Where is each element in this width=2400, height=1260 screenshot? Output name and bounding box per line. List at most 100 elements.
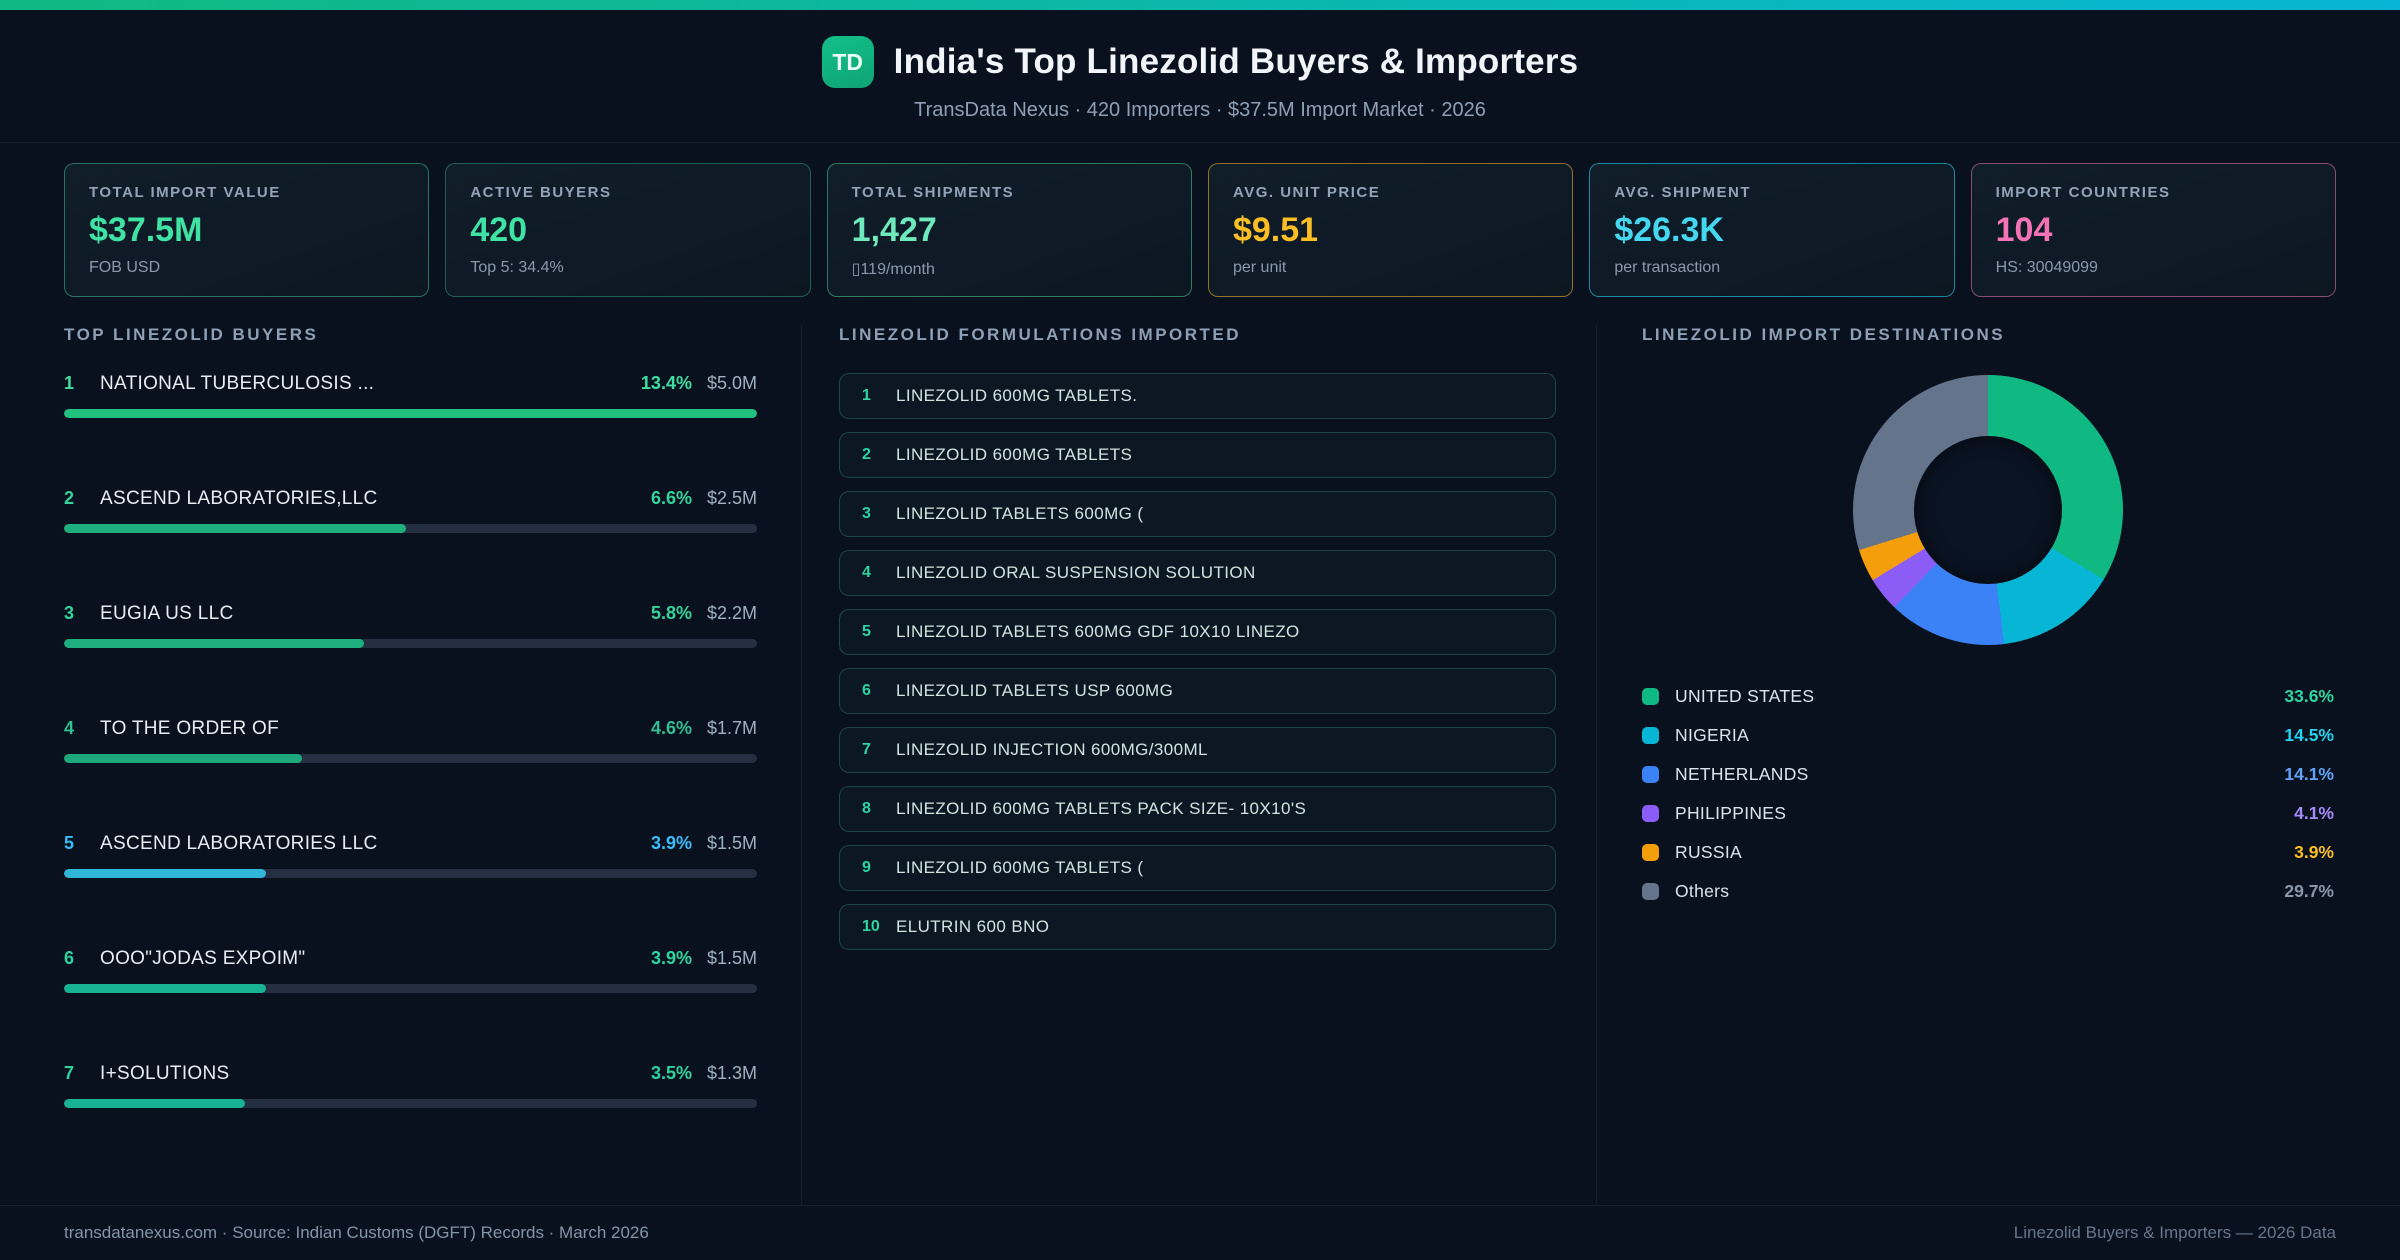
buyer-value: $2.5M <box>706 488 757 508</box>
brand-logo-badge: TD <box>821 36 874 88</box>
stat-label: TOTAL SHIPMENTS <box>851 184 1015 201</box>
donut-hole <box>1914 436 2062 584</box>
formulation-number: 8 <box>862 800 871 817</box>
formulation-pill: 4 LINEZOLID ORAL SUSPENSION SOLUTION <box>839 550 1556 596</box>
buyer-percent: 5.8% <box>650 603 692 623</box>
buyer-percent: 4.6% <box>650 718 692 738</box>
buyers-list: 1 NATIONAL TUBERCULOSIS ... 13.4% $5.0M … <box>64 373 757 1108</box>
formulation-pill: 3 LINEZOLID TABLETS 600MG ( <box>839 491 1556 537</box>
buyer-rank: 6 <box>64 948 75 968</box>
formulation-name: LINEZOLID TABLETS 600MG ( <box>896 504 1144 523</box>
destinations-section: LINEZOLID IMPORT DESTINATIONS UNITED STA… <box>1597 325 2400 1205</box>
stat-card: ACTIVE BUYERS 420 Top 5: 34.4% <box>445 163 811 297</box>
stat-value: 1,427 <box>851 211 937 249</box>
stat-subtext: Top 5: 34.4% <box>470 259 564 276</box>
buyer-name: ASCEND LABORATORIES,LLC <box>100 488 378 509</box>
buyer-row: 5 ASCEND LABORATORIES LLC 3.9% $1.5M <box>64 833 757 878</box>
formulation-name: ELUTRIN 600 BNO <box>896 917 1050 936</box>
header: TD India's Top Linezolid Buyers & Import… <box>0 10 2400 143</box>
legend-row: NETHERLANDS 14.1% <box>1642 755 2334 794</box>
legend-swatch <box>1642 805 1659 822</box>
legend-country-label: PHILIPPINES <box>1675 803 1787 823</box>
buyer-bar-track <box>64 524 757 533</box>
buyer-name: NATIONAL TUBERCULOSIS ... <box>100 373 375 394</box>
stat-value: 104 <box>1995 211 2053 249</box>
buyer-bar-track <box>64 1099 757 1108</box>
stat-label: AVG. SHIPMENT <box>1614 184 1752 201</box>
buyer-bar-fill <box>64 869 266 878</box>
stat-value: $26.3K <box>1614 211 1724 249</box>
formulation-name: LINEZOLID 600MG TABLETS <box>896 445 1133 464</box>
stat-value: $37.5M <box>89 211 203 249</box>
legend-swatch <box>1642 883 1659 900</box>
buyer-bar-fill <box>64 639 365 648</box>
formulation-name: LINEZOLID 600MG TABLETS PACK SIZE- 10X10… <box>896 799 1307 818</box>
buyer-bar-fill <box>64 1099 245 1108</box>
legend-swatch <box>1642 688 1659 705</box>
buyer-row: 4 TO THE ORDER OF 4.6% $1.7M <box>64 718 757 763</box>
stat-card: AVG. UNIT PRICE $9.51 per unit <box>1207 163 1574 297</box>
buyer-value: $1.5M <box>706 833 757 853</box>
formulation-number: 5 <box>862 623 871 640</box>
buyer-bar-fill <box>64 524 406 533</box>
stat-subtext: per transaction <box>1614 259 1721 276</box>
formulation-pill: 1 LINEZOLID 600MG TABLETS. <box>839 373 1556 419</box>
legend-country-label: NIGERIA <box>1675 725 1750 745</box>
stat-label: TOTAL IMPORT VALUE <box>89 184 281 201</box>
formulation-number: 10 <box>862 918 880 935</box>
accent-top-bar <box>0 0 2400 10</box>
stat-subtext: FOB USD <box>89 259 161 276</box>
legend-country-label: Others <box>1675 881 1730 901</box>
stat-subtext: HS: 30049099 <box>1995 259 2098 276</box>
buyer-rank: 4 <box>64 718 75 738</box>
formulation-name: LINEZOLID 600MG TABLETS. <box>896 386 1138 405</box>
buyer-percent: 3.5% <box>650 1063 692 1083</box>
buyers-section-title: TOP LINEZOLID BUYERS <box>64 325 319 344</box>
legend-percent: 4.1% <box>2294 803 2334 823</box>
legend-swatch <box>1642 727 1659 744</box>
page-title: India's Top Linezolid Buyers & Importers <box>893 42 1579 81</box>
buyer-row: 3 EUGIA US LLC 5.8% $2.2M <box>64 603 757 648</box>
formulation-number: 9 <box>862 859 871 876</box>
donut-chart-container <box>1642 375 2334 645</box>
buyer-bar-track <box>64 639 757 648</box>
buyer-bar-track <box>64 409 757 418</box>
footer: transdatanexus.com · Source: Indian Cust… <box>0 1205 2400 1260</box>
formulations-section-title: LINEZOLID FORMULATIONS IMPORTED <box>839 325 1242 344</box>
stat-label: IMPORT COUNTRIES <box>1995 184 2171 201</box>
legend-row: Others 29.7% <box>1642 872 2334 911</box>
buyer-bar-fill <box>64 409 757 418</box>
buyer-name: TO THE ORDER OF <box>100 718 280 739</box>
stat-subtext: ▯119/month <box>851 261 935 278</box>
buyer-row: 2 ASCEND LABORATORIES,LLC 6.6% $2.5M <box>64 488 757 533</box>
stat-card: AVG. SHIPMENT $26.3K per transaction <box>1589 163 1955 297</box>
formulations-section: LINEZOLID FORMULATIONS IMPORTED 1 LINEZO… <box>802 325 1597 1205</box>
destinations-section-title: LINEZOLID IMPORT DESTINATIONS <box>1642 325 2006 344</box>
buyer-row: 7 I+SOLUTIONS 3.5% $1.3M <box>64 1063 757 1108</box>
stat-card: TOTAL IMPORT VALUE $37.5M FOB USD <box>64 163 430 297</box>
buyer-bar-track <box>64 984 757 993</box>
stat-card-row: TOTAL IMPORT VALUE $37.5M FOB USD ACTIVE… <box>0 143 2400 297</box>
buyer-percent: 13.4% <box>640 373 692 393</box>
formulation-pill: 10 ELUTRIN 600 BNO <box>839 904 1556 950</box>
buyer-rank: 7 <box>64 1063 75 1083</box>
footer-report-label: Linezolid Buyers & Importers — 2026 Data <box>2013 1223 2336 1242</box>
stat-card: IMPORT COUNTRIES 104 HS: 30049099 <box>1970 163 2336 297</box>
buyer-value: $1.7M <box>706 718 757 738</box>
buyer-bar-fill <box>64 754 302 763</box>
legend-row: UNITED STATES 33.6% <box>1642 677 2334 716</box>
formulation-name: LINEZOLID ORAL SUSPENSION SOLUTION <box>896 563 1256 582</box>
buyer-name: EUGIA US LLC <box>100 603 234 624</box>
legend-percent: 3.9% <box>2294 842 2334 862</box>
buyer-percent: 3.9% <box>650 833 692 853</box>
buyer-name: I+SOLUTIONS <box>100 1063 230 1084</box>
buyer-rank: 1 <box>64 373 75 393</box>
legend-percent: 14.5% <box>2284 725 2334 745</box>
legend-country-label: NETHERLANDS <box>1675 764 1809 784</box>
buyer-row: 1 NATIONAL TUBERCULOSIS ... 13.4% $5.0M <box>64 373 757 418</box>
formulation-pill: 5 LINEZOLID TABLETS 600MG GDF 10X10 LINE… <box>839 609 1556 655</box>
formulation-pill: 6 LINEZOLID TABLETS USP 600MG <box>839 668 1556 714</box>
legend-swatch <box>1642 766 1659 783</box>
formulation-pill: 2 LINEZOLID 600MG TABLETS <box>839 432 1556 478</box>
